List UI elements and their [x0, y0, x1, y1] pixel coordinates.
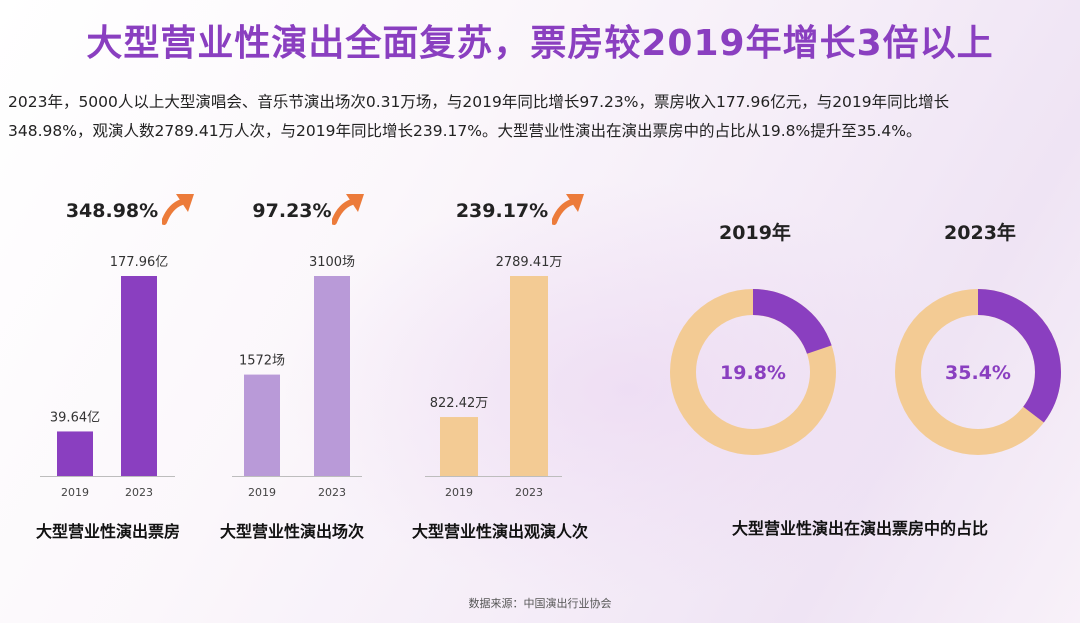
summary-line-1: 2023年，5000人以上大型演唱会、音乐节演出场次0.31万场，与2019年同… [8, 93, 950, 111]
growth-label-shows: 97.23% [252, 200, 332, 222]
data-label: 39.64亿 [50, 410, 100, 425]
donut-slice-share [895, 289, 1061, 455]
chart-title-share: 大型营业性演出在演出票房中的占比 [731, 519, 988, 538]
up-arrow-icon [552, 194, 584, 225]
bar-2019 [244, 374, 280, 476]
chart-title-shows: 大型营业性演出场次 [219, 522, 364, 541]
bar-2023 [314, 276, 350, 476]
x-tick-label: 2023 [515, 486, 543, 499]
chart-title-box-office: 大型营业性演出票房 [35, 522, 180, 541]
bar-2023 [510, 276, 548, 476]
x-tick-label: 2019 [61, 486, 89, 499]
data-label: 822.42万 [430, 396, 489, 411]
donut-center-label: 35.4% [945, 362, 1011, 384]
data-label: 2789.41万 [496, 255, 563, 270]
x-tick-label: 2019 [248, 486, 276, 499]
data-label: 1572场 [239, 354, 285, 369]
data-source: 数据来源：中国演出行业协会 [468, 597, 612, 610]
summary-text: 2023年，5000人以上大型演唱会、音乐节演出场次0.31万场，与2019年同… [8, 88, 1076, 146]
donut-year-2023: 2023年 [944, 222, 1016, 244]
donut-year-2019: 2019年 [719, 222, 791, 244]
data-label: 177.96亿 [110, 255, 169, 270]
x-tick-label: 2019 [445, 486, 473, 499]
bar-2019 [440, 417, 478, 476]
growth-label-box-office: 348.98% [65, 200, 159, 222]
data-label: 3100场 [309, 255, 355, 270]
growth-label-audience: 239.17% [455, 200, 549, 222]
summary-line-2: 348.98%，观演人数2789.41万人次，与2019年同比增长239.17%… [8, 122, 922, 140]
x-tick-label: 2023 [125, 486, 153, 499]
up-arrow-icon [162, 194, 194, 225]
donut-center-label: 19.8% [720, 362, 786, 384]
bar-2019 [57, 431, 93, 476]
up-arrow-icon [332, 194, 364, 225]
page-title: 大型营业性演出全面复苏，票房较2019年增长3倍以上 [86, 23, 994, 64]
bar-2023 [121, 276, 157, 476]
donut-slice-share [670, 289, 836, 455]
x-tick-label: 2023 [318, 486, 346, 499]
chart-title-audience: 大型营业性演出观演人次 [411, 522, 588, 541]
